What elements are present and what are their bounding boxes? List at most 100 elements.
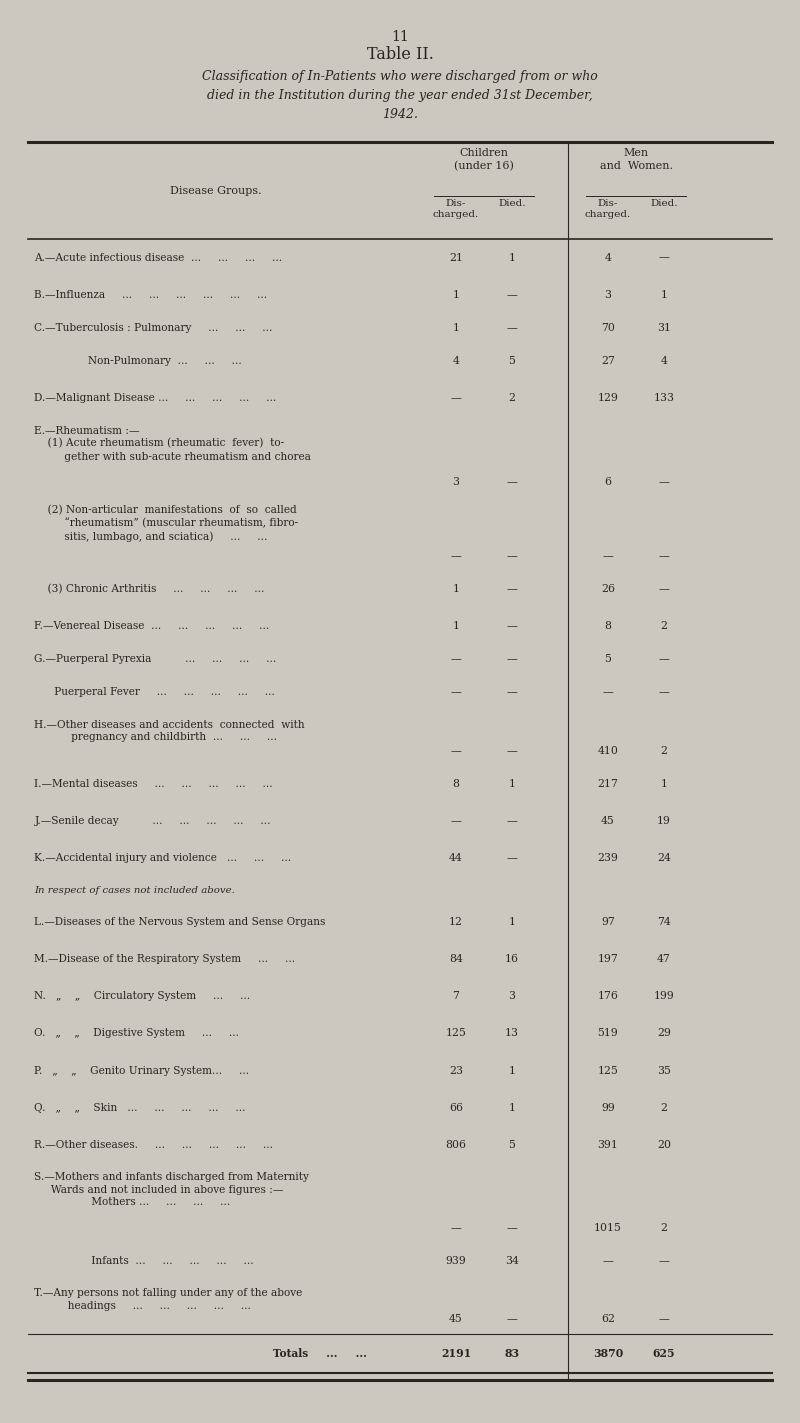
Text: 125: 125 <box>446 1029 466 1039</box>
Text: 4: 4 <box>453 356 459 366</box>
Text: 16: 16 <box>505 955 519 965</box>
Text: 5: 5 <box>509 356 515 366</box>
Text: (2) Non-articular  manifestations  of  so  called
         “rheumatism” (muscula: (2) Non-articular manifestations of so c… <box>34 505 298 542</box>
Text: —: — <box>506 852 518 862</box>
Text: (3) Chronic Arthritis     ...     ...     ...     ...: (3) Chronic Arthritis ... ... ... ... <box>34 583 265 593</box>
Text: —: — <box>450 551 462 561</box>
Text: —: — <box>602 551 614 561</box>
Text: Men
and  Women.: Men and Women. <box>599 148 673 171</box>
Text: 6: 6 <box>605 477 611 487</box>
Text: —: — <box>506 551 518 561</box>
Text: 1: 1 <box>453 323 459 333</box>
Text: —: — <box>506 323 518 333</box>
Text: Died.: Died. <box>650 199 678 208</box>
Text: 2: 2 <box>661 620 667 630</box>
Text: 125: 125 <box>598 1066 618 1076</box>
Text: 20: 20 <box>657 1140 671 1150</box>
Text: 1: 1 <box>453 620 459 630</box>
Text: 1: 1 <box>661 778 667 788</box>
Text: 70: 70 <box>601 323 615 333</box>
Text: 62: 62 <box>601 1315 615 1325</box>
Text: 35: 35 <box>657 1066 671 1076</box>
Text: Disease Groups.: Disease Groups. <box>170 185 262 196</box>
Text: 24: 24 <box>657 852 671 862</box>
Text: 3: 3 <box>509 992 515 1002</box>
Text: 27: 27 <box>601 356 615 366</box>
Text: 199: 199 <box>654 992 674 1002</box>
Text: Dis-
charged.: Dis- charged. <box>433 199 479 219</box>
Text: E.—Rheumatism :—
    (1) Acute rheumatism (rheumatic  fever)  to-
         gethe: E.—Rheumatism :— (1) Acute rheumatism (r… <box>34 425 311 461</box>
Text: 12: 12 <box>449 918 463 928</box>
Text: 625: 625 <box>653 1348 675 1359</box>
Text: Infants  ...     ...     ...     ...     ...: Infants ... ... ... ... ... <box>34 1255 254 1266</box>
Text: B.—Influenza     ...     ...     ...     ...     ...     ...: B.—Influenza ... ... ... ... ... ... <box>34 290 267 300</box>
Text: 129: 129 <box>598 393 618 404</box>
Text: —: — <box>658 551 670 561</box>
Text: J.—Senile decay          ...     ...     ...     ...     ...: J.—Senile decay ... ... ... ... ... <box>34 815 271 825</box>
Text: In respect of cases not included above.: In respect of cases not included above. <box>34 885 235 895</box>
Text: 3: 3 <box>605 290 611 300</box>
Text: 1015: 1015 <box>594 1222 622 1232</box>
Text: 1: 1 <box>453 290 459 300</box>
Text: C.—Tuberculosis : Pulmonary     ...     ...     ...: C.—Tuberculosis : Pulmonary ... ... ... <box>34 323 273 333</box>
Text: N.   „    „    Circulatory System     ...     ...: N. „ „ Circulatory System ... ... <box>34 992 250 1002</box>
Text: 176: 176 <box>598 992 618 1002</box>
Text: 29: 29 <box>657 1029 671 1039</box>
Text: 2191: 2191 <box>441 1348 471 1359</box>
Text: 31: 31 <box>657 323 671 333</box>
Text: O.   „    „    Digestive System     ...     ...: O. „ „ Digestive System ... ... <box>34 1029 239 1039</box>
Text: 1: 1 <box>453 583 459 593</box>
Text: Q.   „    „    Skin   ...     ...     ...     ...     ...: Q. „ „ Skin ... ... ... ... ... <box>34 1103 246 1113</box>
Text: A.—Acute infectious disease  ...     ...     ...     ...: A.—Acute infectious disease ... ... ... … <box>34 253 282 263</box>
Text: S.—Mothers and infants discharged from Maternity
     Wards and not included in : S.—Mothers and infants discharged from M… <box>34 1171 310 1207</box>
Text: 1: 1 <box>509 918 515 928</box>
Text: 197: 197 <box>598 955 618 965</box>
Text: 83: 83 <box>505 1348 519 1359</box>
Text: I.—Mental diseases     ...     ...     ...     ...     ...: I.—Mental diseases ... ... ... ... ... <box>34 778 273 788</box>
Text: 8: 8 <box>605 620 611 630</box>
Text: —: — <box>658 1315 670 1325</box>
Text: 806: 806 <box>446 1140 466 1150</box>
Text: —: — <box>506 815 518 825</box>
Text: 97: 97 <box>601 918 615 928</box>
Text: —: — <box>450 393 462 404</box>
Text: 23: 23 <box>449 1066 463 1076</box>
Text: 1: 1 <box>509 1103 515 1113</box>
Text: 5: 5 <box>509 1140 515 1150</box>
Text: 391: 391 <box>598 1140 618 1150</box>
Text: 939: 939 <box>446 1255 466 1266</box>
Text: Classification of In-Patients who were discharged from or who
died in the Instit: Classification of In-Patients who were d… <box>202 70 598 121</box>
Text: 13: 13 <box>505 1029 519 1039</box>
Text: —: — <box>658 1255 670 1266</box>
Text: 3870: 3870 <box>593 1348 623 1359</box>
Text: 19: 19 <box>657 815 671 825</box>
Text: P.   „    „    Genito Urinary System...     ...: P. „ „ Genito Urinary System... ... <box>34 1066 250 1076</box>
Text: 239: 239 <box>598 852 618 862</box>
Text: 133: 133 <box>654 393 674 404</box>
Text: —: — <box>506 746 518 756</box>
Text: 2: 2 <box>661 746 667 756</box>
Text: 519: 519 <box>598 1029 618 1039</box>
Text: 47: 47 <box>657 955 671 965</box>
Text: —: — <box>658 583 670 593</box>
Text: Non-Pulmonary  ...     ...     ...: Non-Pulmonary ... ... ... <box>34 356 242 366</box>
Text: —: — <box>506 290 518 300</box>
Text: —: — <box>450 815 462 825</box>
Text: 44: 44 <box>449 852 463 862</box>
Text: —: — <box>658 477 670 487</box>
Text: —: — <box>450 746 462 756</box>
Text: 66: 66 <box>449 1103 463 1113</box>
Text: —: — <box>602 1255 614 1266</box>
Text: Children
(under 16): Children (under 16) <box>454 148 514 172</box>
Text: —: — <box>658 655 670 665</box>
Text: 45: 45 <box>449 1315 463 1325</box>
Text: 4: 4 <box>605 253 611 263</box>
Text: 1: 1 <box>509 253 515 263</box>
Text: —: — <box>506 477 518 487</box>
Text: —: — <box>658 253 670 263</box>
Text: —: — <box>506 620 518 630</box>
Text: —: — <box>506 687 518 697</box>
Text: —: — <box>658 687 670 697</box>
Text: —: — <box>602 687 614 697</box>
Text: T.—Any persons not falling under any of the above
          headings     ...    : T.—Any persons not falling under any of … <box>34 1288 302 1311</box>
